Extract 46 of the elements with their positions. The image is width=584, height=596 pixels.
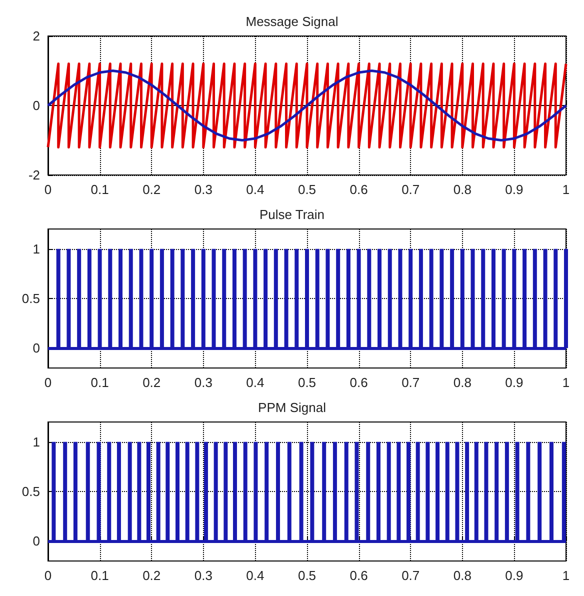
x-tick-label: 0.6 xyxy=(350,568,368,583)
y-tick-label: 0.5 xyxy=(22,291,40,306)
x-tick-label: 0 xyxy=(44,568,52,583)
x-tick-label: 0.1 xyxy=(90,182,109,197)
y-tick-label: 0 xyxy=(32,98,40,113)
y-tick-label: 0 xyxy=(32,340,40,356)
x-tick-label: 0.9 xyxy=(505,568,524,583)
x-tick-label: 0.6 xyxy=(350,375,368,390)
x-tick-label: 0.8 xyxy=(453,375,472,390)
chart-title: Pulse Train xyxy=(259,207,325,222)
x-tick-label: 1 xyxy=(562,568,570,583)
x-tick-label: 0.9 xyxy=(505,182,524,197)
x-tick-label: 0.4 xyxy=(246,182,264,197)
x-tick-label: 0.4 xyxy=(246,568,264,583)
x-tick-label: 1 xyxy=(562,182,570,197)
x-tick-label: 0.8 xyxy=(453,182,472,197)
x-tick-label: 0 xyxy=(44,375,52,390)
chart-title: Message Signal xyxy=(246,14,338,29)
y-tick-label: 1 xyxy=(32,434,40,450)
y-tick-label: -2 xyxy=(28,168,40,182)
x-tick-label: 0.7 xyxy=(402,568,420,583)
x-tick-label: 0.4 xyxy=(246,375,264,390)
x-tick-label: 0.3 xyxy=(194,568,212,583)
chart-title: PPM Signal xyxy=(258,400,326,415)
x-tick-label: 0.8 xyxy=(453,568,472,583)
x-tick-label: 0.9 xyxy=(505,375,524,390)
x-tick-label: 0.5 xyxy=(298,182,316,197)
y-tick-label: 0.5 xyxy=(22,484,40,499)
x-tick-label: 0.2 xyxy=(142,375,161,390)
x-tick-label: 0.5 xyxy=(298,375,316,390)
x-tick-label: 0.7 xyxy=(402,375,420,390)
line-series xyxy=(46,70,568,142)
x-tick-label: 0 xyxy=(44,182,52,197)
x-tick-label: 0.1 xyxy=(90,568,109,583)
y-tick-label: 0 xyxy=(32,534,40,549)
x-tick-label: 0.7 xyxy=(402,182,420,197)
x-tick-label: 0.2 xyxy=(142,182,161,197)
x-tick-label: 0.5 xyxy=(298,568,316,583)
y-tick-label: 2 xyxy=(32,28,40,44)
x-tick-label: 1 xyxy=(562,375,570,390)
x-tick-label: 0.6 xyxy=(350,182,368,197)
x-tick-label: 0.3 xyxy=(194,182,212,197)
y-tick-label: 1 xyxy=(32,241,40,256)
x-tick-label: 0.1 xyxy=(90,375,109,390)
x-tick-label: 0.2 xyxy=(142,568,161,583)
x-tick-label: 0.3 xyxy=(194,375,212,390)
